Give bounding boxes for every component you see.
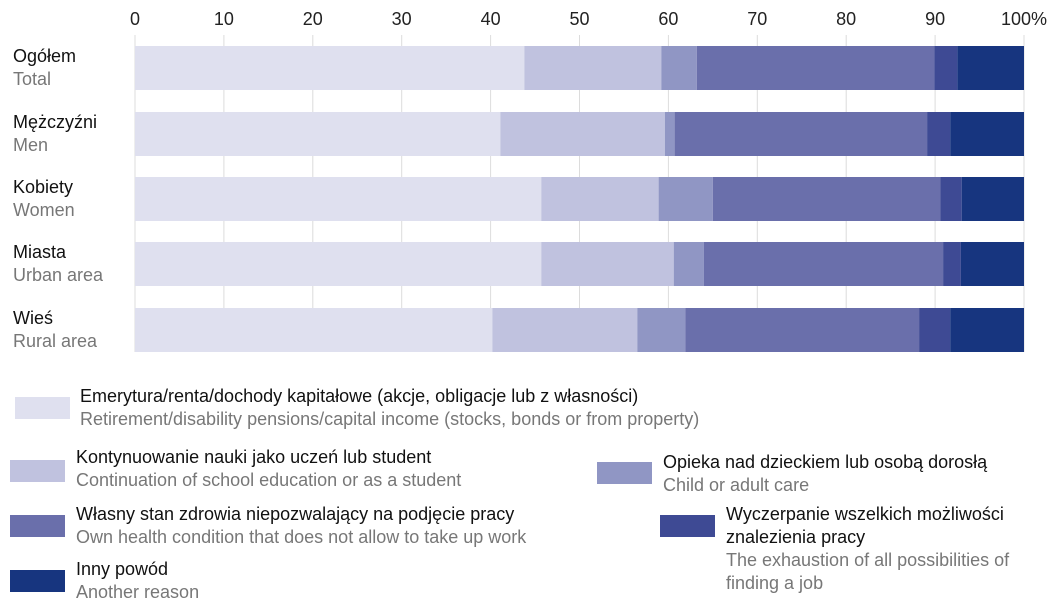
bar-segment	[940, 177, 962, 221]
legend-swatch	[660, 515, 715, 537]
bar-segment	[927, 112, 951, 156]
bar-segment	[673, 242, 704, 286]
bar-segment	[492, 308, 638, 352]
bar-segment	[703, 242, 944, 286]
x-tick-label: 80	[836, 9, 856, 29]
legend-label: Wyczerpanie wszelkich możliwości znalezi…	[726, 504, 1004, 547]
bar-segment	[919, 308, 951, 352]
bar-segment	[135, 242, 542, 286]
bar-segment	[541, 177, 659, 221]
bar-segment	[696, 46, 935, 90]
category-label: Mężczyźni	[13, 112, 97, 132]
bar-segment	[524, 46, 662, 90]
x-tick-label: 60	[658, 9, 678, 29]
x-tick-label: 50	[569, 9, 589, 29]
legend-entry: Własny stan zdrowia niepozwalający na po…	[76, 503, 651, 549]
legend-label-en: Retirement/disability pensions/capital i…	[80, 409, 700, 429]
legend-label-en: Another reason	[76, 582, 200, 599]
bar-segment	[658, 177, 713, 221]
bar-segment	[950, 308, 1024, 352]
bar-segment	[960, 242, 1024, 286]
bar-segment	[961, 177, 1024, 221]
category-label-en: Men	[13, 135, 48, 155]
bar-segment	[957, 46, 1024, 90]
legend-label-en: Continuation of school education or as a…	[76, 470, 462, 490]
bar-segment	[934, 46, 958, 90]
legend-entry: Emerytura/renta/dochody kapitałowe (akcj…	[80, 385, 780, 431]
bar-segment	[541, 242, 674, 286]
x-tick-label: 10	[214, 9, 234, 29]
category-label: Wieś	[13, 308, 53, 328]
category-label: Miasta	[13, 242, 67, 262]
legend-label: Kontynuowanie nauki jako uczeń lub stude…	[76, 447, 432, 467]
legend-swatch	[15, 397, 70, 419]
bar-segment	[661, 46, 697, 90]
legend-label: Inny powód	[76, 559, 169, 579]
x-tick-label: 40	[481, 9, 501, 29]
legend-label: Opieka nad dzieckiem lub osobą dorosłą	[663, 452, 988, 472]
legend-label-en: Own health condition that does not allow…	[76, 527, 527, 547]
legend-swatch	[597, 462, 652, 484]
category-label-en: Women	[13, 200, 75, 220]
legend-label-en: Child or adult care	[663, 475, 810, 495]
x-tick-label: 0	[130, 9, 140, 29]
bar-segment	[950, 112, 1024, 156]
x-tick-label: 20	[303, 9, 323, 29]
legend-entry: Inny powód Another reason	[76, 558, 476, 599]
category-label-en: Urban area	[13, 265, 104, 285]
bar-segment	[135, 46, 525, 90]
legend-label: Własny stan zdrowia niepozwalający na po…	[76, 504, 515, 524]
bar-segment	[135, 112, 501, 156]
category-label: Ogółem	[13, 46, 76, 66]
bar-segment	[135, 177, 542, 221]
legend-label: Emerytura/renta/dochody kapitałowe (akcj…	[80, 386, 639, 406]
bar-segment	[500, 112, 665, 156]
x-tick-label: 100%	[1001, 9, 1047, 29]
legend-label-en: The exhaustion of all possibilities of f…	[726, 550, 1010, 593]
plot: 0 10 20 30 40 50 60 70 80 90 100% Ogółem Total Mężczy…	[13, 9, 1047, 352]
bar-segment	[674, 112, 928, 156]
legend-entry: Opieka nad dzieckiem lub osobą dorosłą Ch…	[663, 451, 1058, 497]
legend-swatch	[10, 460, 65, 482]
legend-swatch	[10, 515, 65, 537]
bar-segment	[943, 242, 961, 286]
bar-segment	[685, 308, 920, 352]
category-label-en: Rural area	[13, 331, 98, 351]
bar-segment	[664, 112, 675, 156]
x-tick-label: 70	[747, 9, 767, 29]
bar-segment	[712, 177, 941, 221]
legend-entry: Kontynuowanie nauki jako uczeń lub stude…	[76, 446, 596, 492]
legend-entry: Wyczerpanie wszelkich możliwości znalezi…	[726, 503, 1056, 595]
x-tick-label: 90	[925, 9, 945, 29]
x-tick-label: 30	[392, 9, 412, 29]
bar-segment	[637, 308, 686, 352]
category-label-en: Total	[13, 69, 51, 89]
legend-swatch	[10, 570, 65, 592]
bar-segment	[135, 308, 493, 352]
category-label: Kobiety	[13, 177, 73, 197]
